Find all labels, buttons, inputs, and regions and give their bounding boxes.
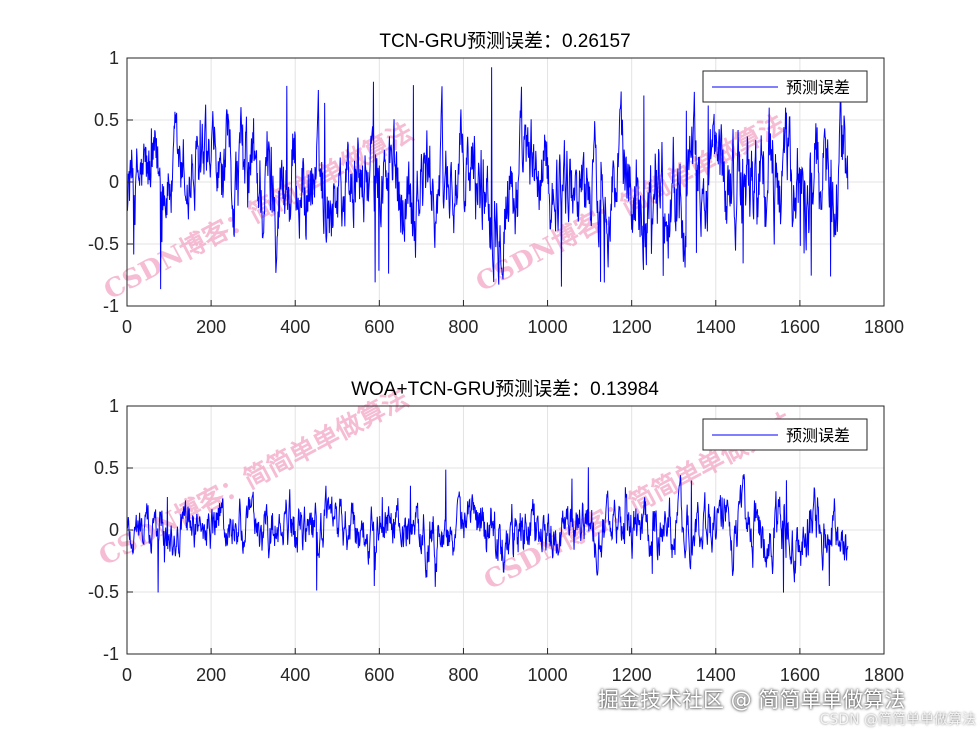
plot-tcn-gru: CSDN博客：简简单单做算法 CSDN博客：简简单单做算法 0 200 400 600… (88, 30, 904, 337)
x-tick-label: 1000 (528, 317, 568, 337)
chart-title: TCN-GRU预测误差：0.26157 (379, 30, 630, 52)
ticks: 0 200 400 600 800 1000 1200 1400 1600 1800 -1 -0.5 0… (88, 48, 904, 337)
y-tick-label: 1 (109, 48, 119, 68)
plot-woa-tcn-gru: CSDN博客：简简单单做算法 CSDN博客：简简单单做算法 0 200 400 600… (88, 378, 904, 685)
x-tick-label: 400 (280, 317, 310, 337)
x-tick-label: 800 (448, 665, 478, 685)
chart-title: WOA+TCN-GRU预测误差：0.13984 (351, 378, 659, 400)
x-tick-label: 1400 (696, 317, 736, 337)
legend: 预测误差 (702, 418, 868, 451)
x-tick-label: 1200 (612, 665, 652, 685)
legend-label: 预测误差 (786, 78, 850, 97)
ticks: 0 200 400 600 800 1000 1200 1400 1600 1800 -1 -0.5 0… (88, 396, 904, 685)
x-tick-label: 800 (448, 317, 478, 337)
y-tick-label: 0.5 (94, 458, 119, 478)
y-tick-label: -1 (103, 644, 119, 664)
y-tick-label: -0.5 (88, 234, 119, 254)
footer-watermark: 掘金技术社区 @ 简简单单做算法 (598, 688, 906, 712)
y-tick-label: 0 (109, 520, 119, 540)
x-tick-label: 600 (364, 665, 394, 685)
y-tick-label: -0.5 (88, 582, 119, 602)
series-line-prediction-error (126, 467, 849, 593)
x-tick-label: 1400 (696, 665, 736, 685)
x-tick-label: 0 (122, 317, 132, 337)
x-tick-label: 600 (364, 317, 394, 337)
y-tick-label: 0 (109, 172, 119, 192)
y-tick-label: 0.5 (94, 110, 119, 130)
y-tick-label: 1 (109, 396, 119, 416)
series-line-prediction-error (126, 67, 849, 290)
x-tick-label: 1800 (864, 317, 904, 337)
x-tick-label: 1600 (780, 317, 820, 337)
footer-source: CSDN @简简单单做算法 (819, 712, 976, 728)
x-tick-label: 0 (122, 665, 132, 685)
x-tick-label: 1200 (612, 317, 652, 337)
x-tick-label: 200 (196, 317, 226, 337)
x-tick-label: 400 (280, 665, 310, 685)
x-tick-label: 200 (196, 665, 226, 685)
x-tick-label: 1000 (528, 665, 568, 685)
x-tick-label: 1800 (864, 665, 904, 685)
legend-label: 预测误差 (786, 426, 850, 445)
x-tick-label: 1600 (780, 665, 820, 685)
y-tick-label: -1 (103, 296, 119, 316)
legend: 预测误差 (702, 70, 868, 103)
